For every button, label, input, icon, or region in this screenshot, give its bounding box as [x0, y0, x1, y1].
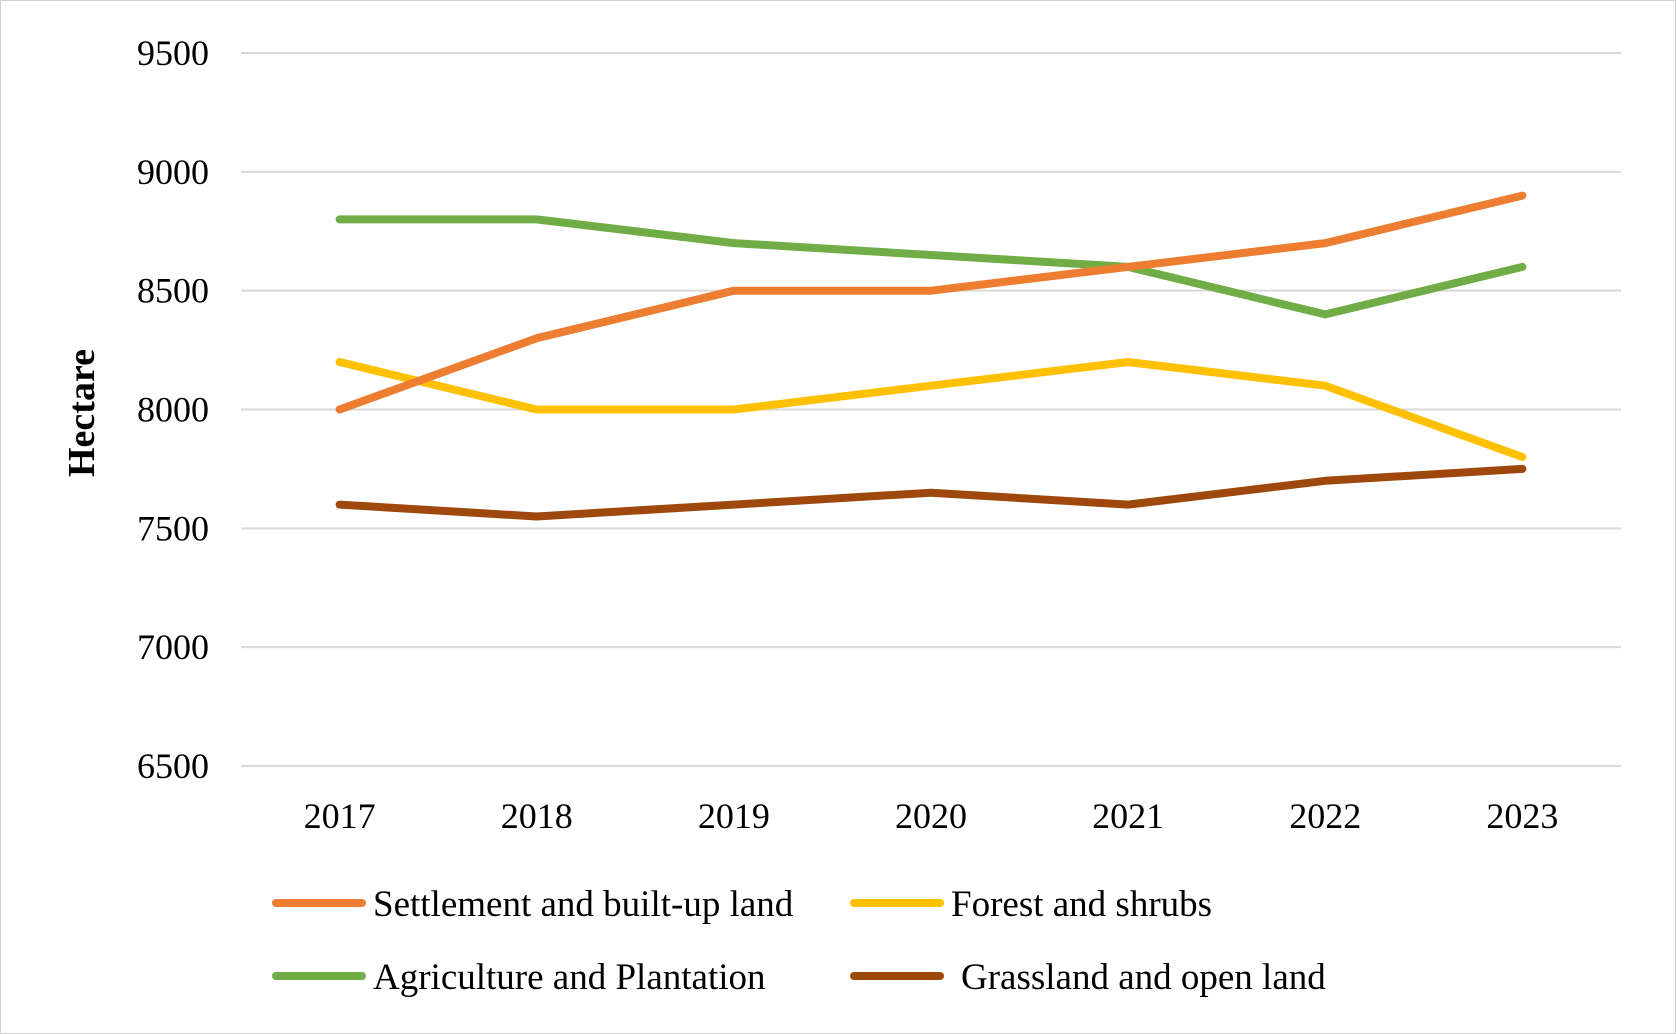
x-tick-label: 2019: [698, 796, 770, 836]
y-tick-label: 7000: [137, 627, 209, 667]
series-line-4: [335, 464, 1527, 521]
legend-label: Settlement and built-up land: [373, 884, 794, 925]
x-tick-label: 2017: [304, 796, 376, 836]
legend-label: Grassland and open land: [961, 957, 1326, 998]
series-lines: [335, 191, 1527, 521]
y-tick-label: 8500: [137, 271, 209, 311]
y-tick-label: 6500: [137, 746, 209, 786]
series-line-1: [335, 191, 1527, 414]
y-tick-label: 7500: [137, 508, 209, 548]
y-tick-label: 9500: [137, 33, 209, 73]
legend-label: Agriculture and Plantation: [373, 957, 766, 998]
x-axis-ticks: 2017 2018 2019 2020 2021 2022 2023: [304, 796, 1559, 836]
x-tick-label: 2018: [501, 796, 573, 836]
x-tick-label: 2023: [1486, 796, 1558, 836]
x-tick-label: 2021: [1092, 796, 1164, 836]
x-tick-label: 2020: [895, 796, 967, 836]
y-axis-ticks: 9500 9000 8500 8000 7500 7000 6500: [137, 33, 209, 786]
series-line-2: [335, 358, 1527, 461]
y-tick-label: 8000: [137, 390, 209, 430]
y-tick-label: 9000: [137, 152, 209, 192]
legend-label: Forest and shrubs: [951, 884, 1212, 925]
x-tick-label: 2022: [1289, 796, 1361, 836]
series-line-3: [335, 215, 1527, 319]
legend: Settlement and built-up land Forest and s…: [272, 884, 1326, 998]
y-axis-label: Hectare: [61, 349, 103, 477]
gridlines: [241, 52, 1621, 767]
